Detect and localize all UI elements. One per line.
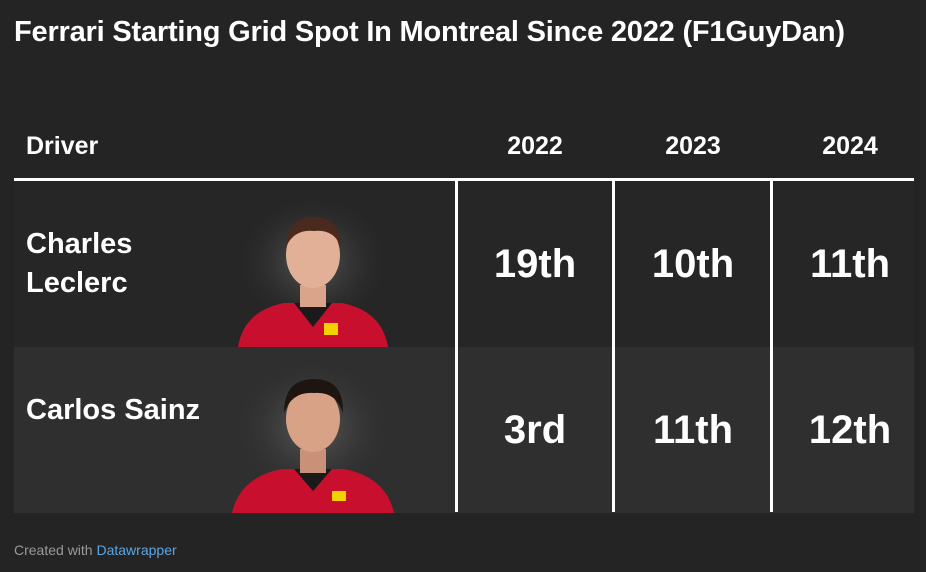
- header-2022: 2022: [507, 132, 563, 160]
- driver-portrait: [232, 365, 394, 513]
- table-row: Charles Leclerc 19th 10th 11th: [14, 181, 914, 347]
- column-divider: [455, 181, 458, 512]
- driver-name: Charles Leclerc: [26, 228, 133, 299]
- cell-2022: 3rd: [503, 407, 567, 452]
- driver-portrait: [233, 199, 393, 347]
- cell-2023: 10th: [651, 241, 735, 286]
- column-divider: [612, 181, 615, 512]
- header-2024: 2024: [822, 132, 878, 160]
- cell-2024: 12th: [808, 407, 892, 452]
- datawrapper-link[interactable]: Datawrapper: [96, 542, 177, 558]
- table-row: Carlos Sainz 3rd 11th 12th: [14, 347, 914, 513]
- chart-title: Ferrari Starting Grid Spot In Montreal S…: [14, 16, 845, 48]
- driver-name: Carlos Sainz: [26, 394, 201, 426]
- header-2023: 2023: [665, 132, 721, 160]
- cell-2022: 19th: [493, 241, 577, 286]
- cell-2024: 11th: [809, 241, 891, 286]
- header-driver: Driver: [26, 132, 99, 160]
- results-table: Driver 2022 2023 2024 Charles Leclerc 19…: [14, 120, 914, 513]
- attribution: Created with Datawrapper: [14, 542, 177, 558]
- table-header: Driver 2022 2023 2024: [14, 120, 914, 181]
- attribution-prefix: Created with: [14, 542, 93, 558]
- cell-2023: 11th: [652, 407, 734, 452]
- column-divider: [770, 181, 773, 512]
